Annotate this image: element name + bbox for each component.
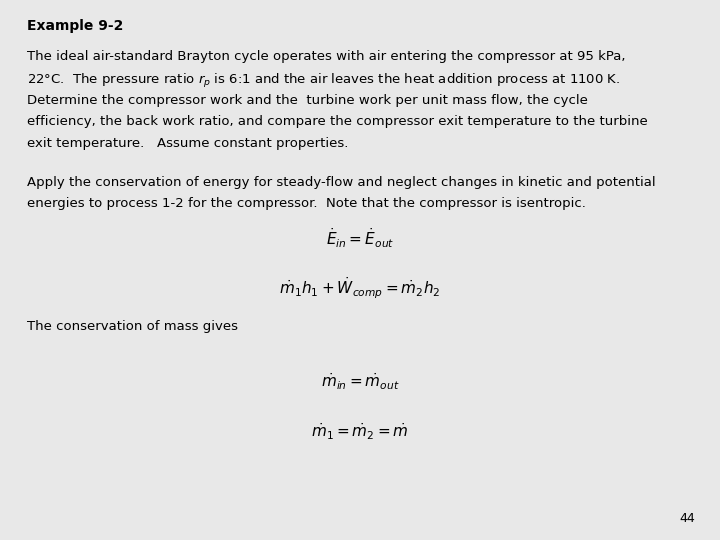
- Text: $\dot{E}_{in} = \dot{E}_{out}$: $\dot{E}_{in} = \dot{E}_{out}$: [326, 226, 394, 249]
- Text: Example 9-2: Example 9-2: [27, 19, 124, 33]
- Text: energies to process 1-2 for the compressor.  Note that the compressor is isentro: energies to process 1-2 for the compress…: [27, 197, 586, 210]
- Text: Apply the conservation of energy for steady-flow and neglect changes in kinetic : Apply the conservation of energy for ste…: [27, 176, 656, 188]
- Text: 22°C.  The pressure ratio $r_p$ is 6:1 and the air leaves the heat addition proc: 22°C. The pressure ratio $r_p$ is 6:1 an…: [27, 72, 621, 90]
- Text: The conservation of mass gives: The conservation of mass gives: [27, 320, 238, 333]
- Text: The ideal air-standard Brayton cycle operates with air entering the compressor a: The ideal air-standard Brayton cycle ope…: [27, 51, 626, 64]
- Text: $\dot{m}_1 h_1 + \dot{W}_{comp} = \dot{m}_2 h_2$: $\dot{m}_1 h_1 + \dot{W}_{comp} = \dot{m…: [279, 275, 441, 301]
- Text: 44: 44: [679, 512, 695, 525]
- Text: $\dot{m}_{in} = \dot{m}_{out}$: $\dot{m}_{in} = \dot{m}_{out}$: [320, 372, 400, 392]
- Text: exit temperature.   Assume constant properties.: exit temperature. Assume constant proper…: [27, 137, 348, 150]
- Text: Determine the compressor work and the  turbine work per unit mass flow, the cycl: Determine the compressor work and the tu…: [27, 94, 588, 107]
- Text: $\dot{m}_1 = \dot{m}_2 = \dot{m}$: $\dot{m}_1 = \dot{m}_2 = \dot{m}$: [311, 421, 409, 442]
- Text: efficiency, the back work ratio, and compare the compressor exit temperature to : efficiency, the back work ratio, and com…: [27, 116, 648, 129]
